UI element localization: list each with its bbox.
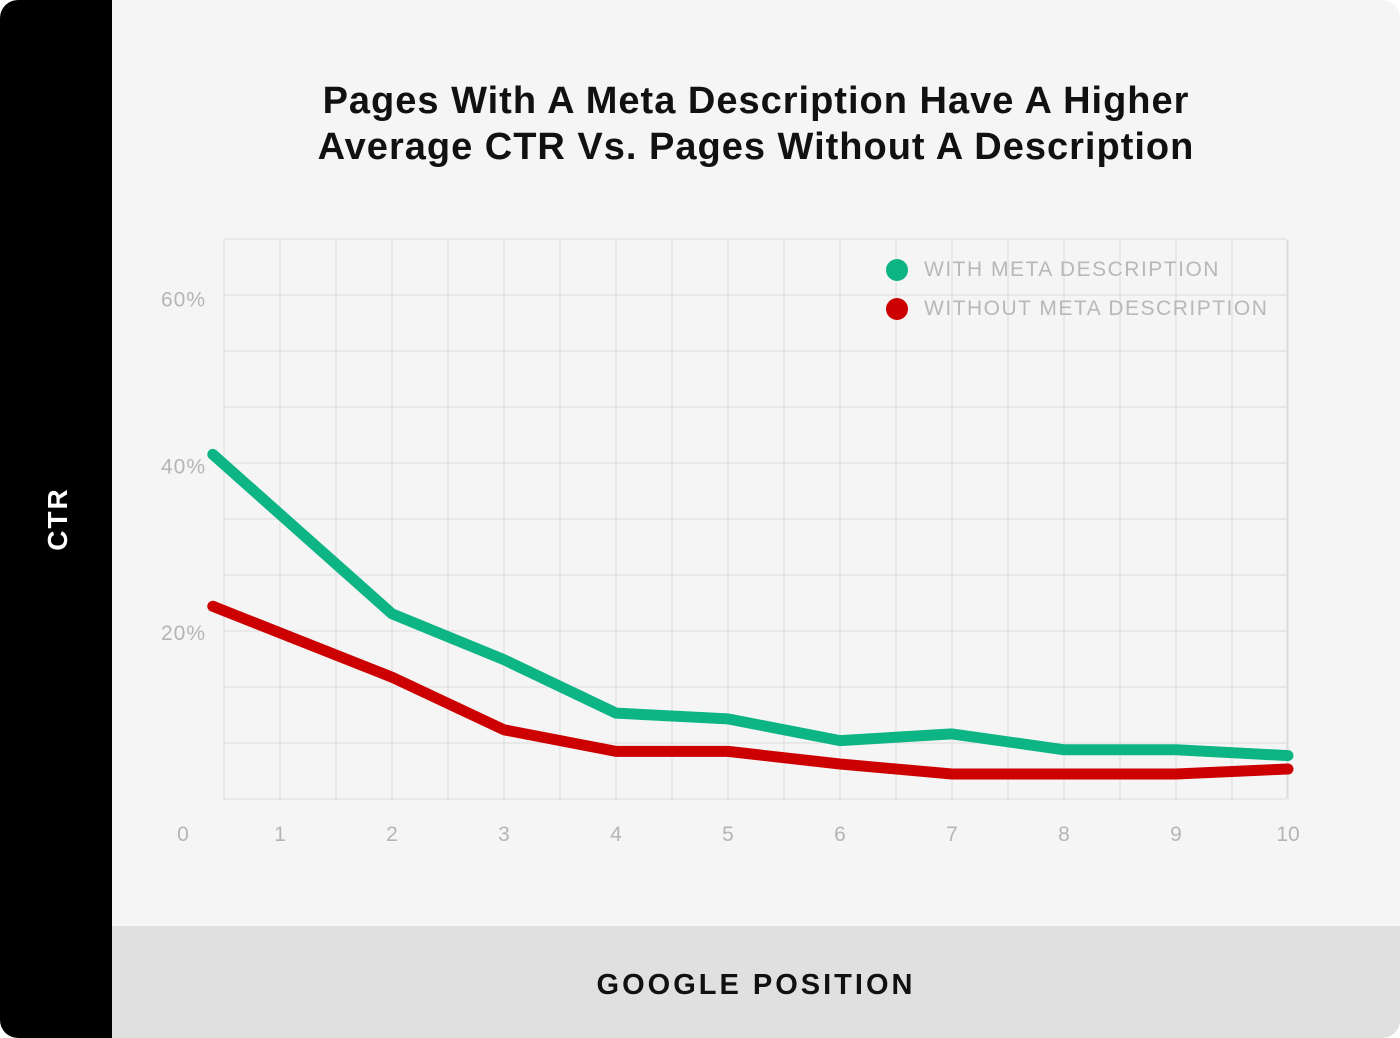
x-tick-label: 8 xyxy=(1058,823,1070,846)
x-tick-label: 9 xyxy=(1170,823,1182,846)
legend-swatch-with-meta xyxy=(886,258,908,281)
x-axis-band: GOOGLE POSITION xyxy=(112,926,1400,1038)
x-tick-label: 10 xyxy=(1276,823,1299,846)
legend-swatch-without-meta xyxy=(886,297,908,320)
x-axis-label: GOOGLE POSITION xyxy=(596,968,916,1001)
x-tick-label: 7 xyxy=(946,823,958,846)
x-tick-label: 5 xyxy=(722,823,734,846)
y-axis-band: CTR xyxy=(0,0,112,1038)
x-tick-label: 2 xyxy=(386,823,398,846)
x-tick-label: 0 xyxy=(177,823,189,846)
x-tick-label: 3 xyxy=(498,823,510,846)
legend-item-with-meta: WITH META DESCRIPTION xyxy=(886,250,1268,289)
plot-area: 20% 40% 60% 0 1 2 3 4 5 6 7 8 9 10 xyxy=(161,238,1300,846)
x-tick-label: 4 xyxy=(610,823,622,846)
series-lines xyxy=(207,448,1294,780)
chart-title: Pages With A Meta Description Have A Hig… xyxy=(112,78,1400,170)
legend-label-with-meta: WITH META DESCRIPTION xyxy=(924,257,1220,281)
y-tick-label: 40% xyxy=(161,455,206,478)
legend-label-without-meta: WITHOUT META DESCRIPTION xyxy=(924,296,1269,320)
y-tick-label: 60% xyxy=(161,288,206,311)
y-tick-label: 20% xyxy=(161,622,206,645)
legend-item-without-meta: WITHOUT META DESCRIPTION xyxy=(886,289,1268,328)
series-line-0 xyxy=(207,448,1294,762)
chart-title-line-2: Average CTR Vs. Pages Without A Descript… xyxy=(317,126,1195,168)
legend: WITH META DESCRIPTION WITHOUT META DESCR… xyxy=(886,250,1268,328)
series-line-1 xyxy=(207,600,1294,780)
x-tick-label: 6 xyxy=(834,823,846,846)
chart-title-line-1: Pages With A Meta Description Have A Hig… xyxy=(322,80,1190,122)
y-tick-labels: 20% 40% 60% xyxy=(161,288,206,645)
x-tick-label: 1 xyxy=(274,823,286,846)
x-tick-labels: 0 1 2 3 4 5 6 7 8 9 10 xyxy=(177,823,1300,846)
